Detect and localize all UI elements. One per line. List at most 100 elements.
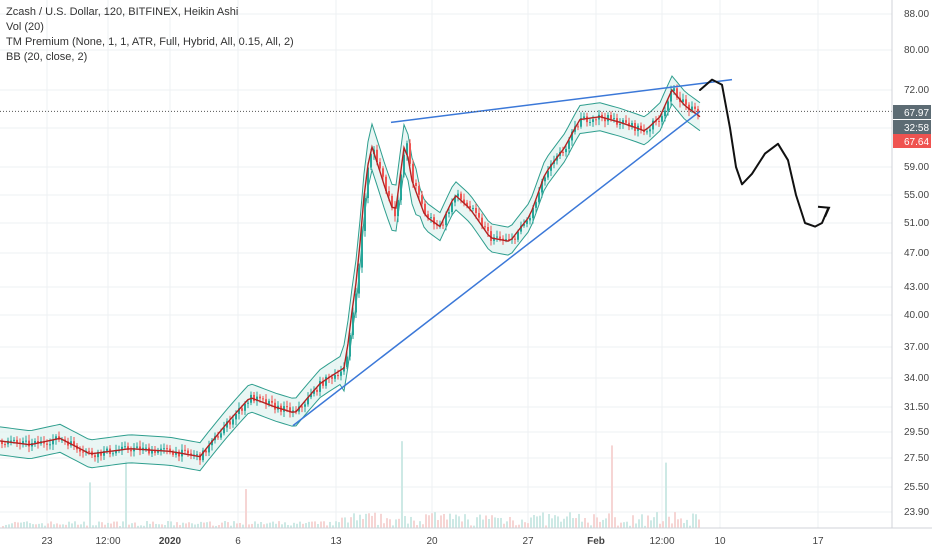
- candle-body: [508, 239, 510, 241]
- volume-bar: [275, 523, 277, 528]
- volume-bar: [338, 522, 340, 528]
- time-axis-bg: [0, 528, 932, 550]
- volume-bar: [305, 523, 307, 528]
- candle-body: [667, 101, 669, 111]
- volume-bar: [14, 521, 16, 528]
- volume-bar: [134, 522, 136, 528]
- candle-body: [526, 220, 528, 224]
- volume-bar: [248, 524, 250, 528]
- volume-bar: [380, 513, 382, 528]
- price-tick-label: 88.00: [904, 9, 929, 20]
- candle-body: [229, 421, 231, 425]
- legend-symbol[interactable]: Zcash / U.S. Dollar, 120, BITFINEX, Heik…: [6, 6, 239, 18]
- candle-body: [484, 226, 486, 228]
- candle-body: [115, 450, 117, 454]
- volume-bar: [188, 522, 190, 528]
- volume-bar: [311, 521, 313, 528]
- volume-bar: [161, 524, 163, 528]
- volume-bar: [674, 512, 676, 528]
- candle-body: [604, 117, 606, 122]
- price-tick-label: 40.00: [904, 310, 929, 321]
- volume-bar: [17, 522, 19, 528]
- time-axis[interactable]: 23 12:00 2020 6 13 20 27 Feb 12:00 10 17: [0, 527, 932, 550]
- time-tick-label: 12:00: [95, 536, 120, 547]
- candle-body: [94, 455, 96, 458]
- candle-body: [412, 163, 414, 183]
- volume-bar: [194, 524, 196, 528]
- time-tick-label: 6: [235, 536, 241, 547]
- volume-bar: [209, 521, 211, 528]
- candle-body: [88, 450, 90, 452]
- volume-bar: [446, 519, 448, 528]
- candle-body: [319, 381, 321, 392]
- volume-bar: [152, 521, 154, 528]
- candle-body: [268, 400, 270, 405]
- volume-bar: [206, 522, 208, 528]
- volume-bar: [692, 513, 694, 528]
- trendline-lower[interactable]: [292, 110, 701, 427]
- volume-bar: [656, 512, 658, 528]
- candle-body: [445, 213, 447, 226]
- volume-bar: [521, 519, 523, 528]
- time-tick-label: 27: [522, 536, 534, 547]
- candle-body: [433, 217, 435, 225]
- candle-body: [610, 115, 612, 119]
- volume-bar: [227, 522, 229, 528]
- candle-body: [166, 448, 168, 450]
- legend-bollinger[interactable]: BB (20, close, 2): [6, 51, 88, 63]
- volume-bar: [398, 518, 400, 528]
- candle-body: [517, 231, 519, 240]
- legend-tm-premium[interactable]: TM Premium (None, 1, 1, ATR, Full, Hybri…: [6, 36, 294, 48]
- hand-drawn-projection: [699, 78, 831, 228]
- volume-bar: [20, 522, 22, 528]
- candle-body: [187, 450, 189, 454]
- candle-body: [157, 450, 159, 453]
- candle-body: [349, 335, 351, 357]
- volume-bar: [509, 516, 511, 528]
- candle-body: [448, 212, 450, 214]
- price-tick-label: 51.00: [904, 218, 929, 229]
- candle-body: [361, 230, 363, 268]
- volume-bar: [659, 523, 661, 528]
- volume-bar: [344, 517, 346, 528]
- volume-bar: [89, 482, 91, 528]
- candle-body: [670, 91, 672, 102]
- volume-bar: [251, 523, 253, 528]
- candle-body: [301, 406, 303, 408]
- candle-body: [481, 217, 483, 227]
- price-axis[interactable]: 88.0080.0072.0065.0059.0055.0051.0047.00…: [891, 0, 932, 550]
- candle-body: [202, 450, 204, 461]
- candle-body: [355, 293, 357, 313]
- candle-body: [460, 193, 462, 200]
- volume-bar: [437, 520, 439, 528]
- candle-body: [82, 451, 84, 453]
- volume-bar: [557, 516, 559, 528]
- volume-bar: [278, 521, 280, 528]
- volume-bar: [164, 525, 166, 528]
- candle-body: [370, 154, 372, 168]
- candle-body: [265, 399, 267, 405]
- moving-average: [0, 88, 701, 458]
- volume-bar: [668, 516, 670, 528]
- time-tick-label: Feb: [587, 536, 605, 547]
- candle-body: [55, 436, 57, 440]
- volume-bar: [689, 525, 691, 528]
- candle-body: [331, 377, 333, 379]
- volume-bar: [647, 515, 649, 528]
- volume-bar: [683, 523, 685, 528]
- volume-bar: [314, 521, 316, 528]
- volume-bar: [59, 524, 61, 528]
- price-tick-label: 23.90: [904, 507, 929, 518]
- volume-bar: [119, 525, 121, 528]
- trendline-upper[interactable]: [390, 78, 733, 124]
- candle-body: [34, 440, 36, 443]
- bb-fill: [0, 76, 700, 471]
- projection-path[interactable]: [699, 78, 829, 228]
- legend-volume[interactable]: Vol (20): [6, 21, 44, 33]
- volume-bar: [71, 523, 73, 528]
- candle-body: [67, 441, 69, 446]
- candle-body: [382, 168, 384, 177]
- candle-body: [469, 205, 471, 209]
- candle-body: [496, 236, 498, 238]
